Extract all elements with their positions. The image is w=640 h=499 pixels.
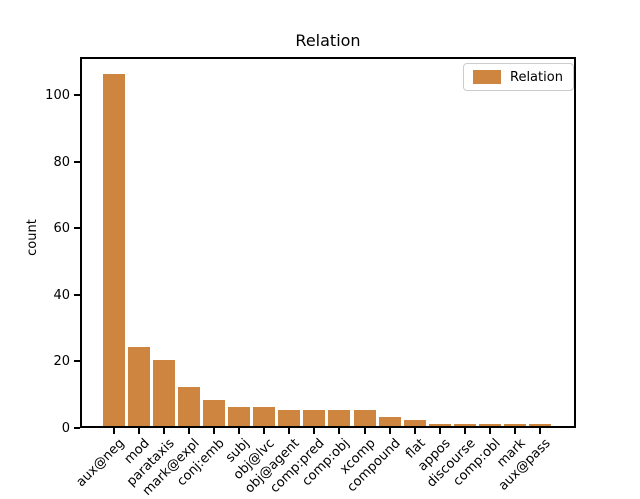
- legend: Relation: [463, 63, 574, 91]
- x-tick: [363, 428, 366, 434]
- x-tick: [488, 428, 491, 434]
- x-tick: [538, 428, 541, 434]
- x-tick: [388, 428, 391, 434]
- x-tick: [463, 428, 466, 434]
- y-tick: [74, 93, 80, 96]
- x-tick: [413, 428, 416, 434]
- x-tick: [163, 428, 166, 434]
- y-tick-label: 80: [53, 154, 70, 170]
- y-tick-label: 100: [45, 87, 70, 103]
- bar: [102, 73, 126, 426]
- bar: [227, 406, 252, 426]
- y-tick: [74, 293, 80, 296]
- legend-swatch: [473, 70, 501, 84]
- x-tick: [138, 428, 141, 434]
- bar: [452, 423, 477, 426]
- bar: [402, 419, 427, 426]
- bar: [427, 423, 452, 426]
- bar: [477, 423, 502, 426]
- bar: [352, 409, 377, 426]
- y-tick: [74, 226, 80, 229]
- bar: [152, 359, 177, 426]
- bar: [327, 409, 352, 426]
- x-tick: [188, 428, 191, 434]
- y-tick-label: 60: [53, 220, 70, 236]
- x-tick: [338, 428, 341, 434]
- bar: [377, 416, 402, 426]
- x-tick: [438, 428, 441, 434]
- bar: [527, 423, 552, 426]
- bar: [502, 423, 527, 426]
- x-tick: [313, 428, 316, 434]
- bar: [302, 409, 327, 426]
- x-tick: [113, 428, 115, 434]
- y-tick: [74, 160, 80, 163]
- x-tick: [263, 428, 266, 434]
- x-tick: [213, 428, 216, 434]
- bar: [252, 406, 277, 426]
- y-tick-label: 0: [61, 420, 70, 436]
- x-tick: [513, 428, 516, 434]
- bar: [127, 346, 152, 426]
- y-tick: [74, 359, 80, 362]
- bar: [277, 409, 302, 426]
- x-tick: [238, 428, 241, 434]
- x-tick: [288, 428, 291, 434]
- y-tick: [74, 426, 80, 429]
- figure: Relation count aux@neg mod parataxis mark@e…: [24, 31, 576, 499]
- x-tick-label: aux@neg: [73, 436, 128, 491]
- y-tick-label: 40: [53, 287, 70, 303]
- bar: [177, 386, 202, 426]
- bar: [202, 399, 227, 426]
- y-tick-label: 20: [53, 353, 70, 369]
- chart-title: Relation: [295, 31, 361, 50]
- legend-label: Relation: [510, 69, 563, 85]
